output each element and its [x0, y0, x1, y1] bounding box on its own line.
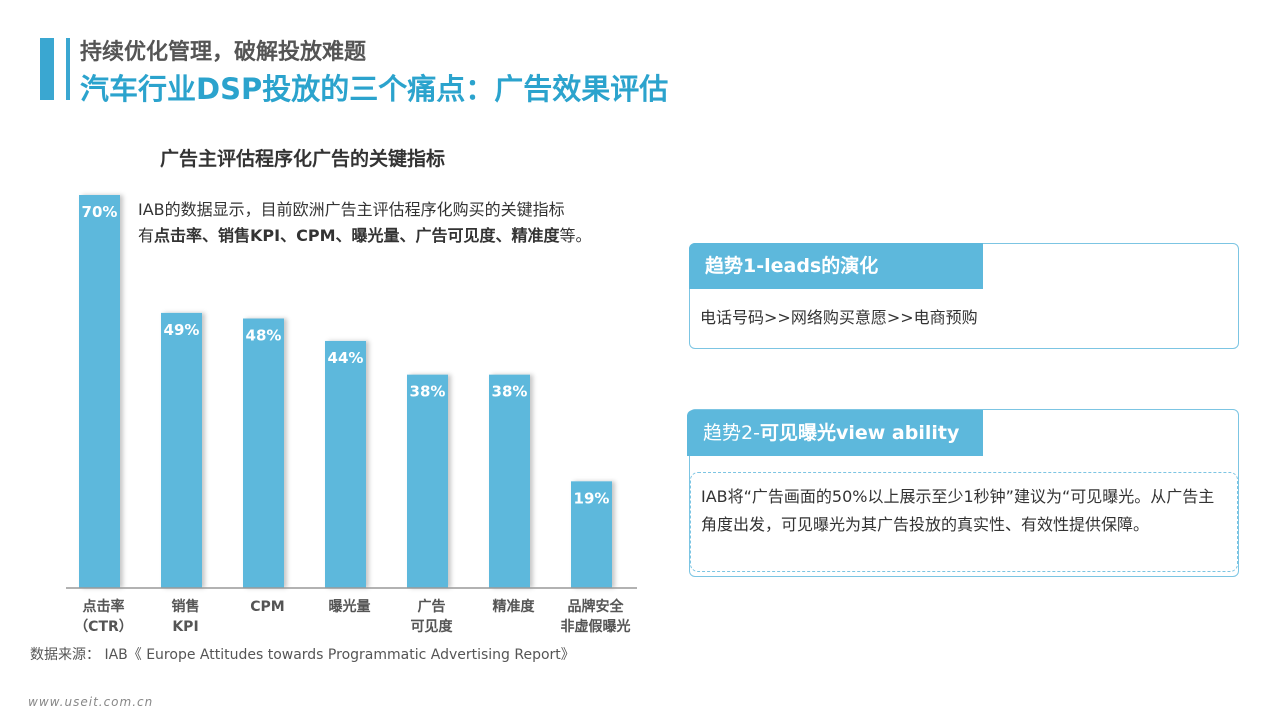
bar: [571, 481, 612, 588]
bar: [161, 312, 202, 588]
trend2-body: IAB将“广告画面的50%以上展示至少1秒钟”建议为“可见曝光。从广告主角度出发…: [690, 472, 1238, 572]
bar: [79, 195, 120, 588]
category-label: 精准度: [493, 598, 536, 615]
bar-value-label: 48%: [246, 327, 282, 345]
trend2-text: IAB将“广告画面的50%以上展示至少1秒钟”建议为“可见曝光。从广告主角度出发…: [701, 487, 1215, 534]
bar: [407, 374, 448, 588]
bar: [489, 374, 530, 588]
category-label: 非虚假曝光: [561, 618, 631, 635]
page-title: 汽车行业DSP投放的三个痛点：广告效果评估: [80, 72, 669, 106]
page-subtitle: 持续优化管理，破解投放难题: [80, 40, 367, 65]
bar: [243, 318, 284, 588]
category-label: 曝光量: [329, 598, 371, 615]
category-label: CPM: [250, 599, 284, 615]
trend1-card: 趋势1-leads的演化 电话号码>>网络购买意愿>>电商预购: [689, 243, 1239, 349]
chart-title: 广告主评估程序化广告的关键指标: [160, 148, 446, 170]
bar: [325, 340, 366, 588]
bar-value-label: 49%: [164, 321, 200, 339]
note-metrics: 点击率、销售KPI、CPM、曝光量、广告可见度、精准度: [154, 226, 560, 245]
category-label: 品牌安全: [568, 598, 625, 615]
trend2-card: 趋势2-可见曝光view ability IAB将“广告画面的50%以上展示至少…: [687, 409, 1239, 577]
title-accent-bar: [40, 38, 54, 100]
category-label: 销售: [172, 598, 200, 615]
bar-value-label: 19%: [574, 489, 610, 507]
trend1-text: 电话号码>>网络购买意愿>>电商预购: [700, 308, 978, 327]
bar-value-label: 70%: [82, 203, 118, 221]
category-label: KPI: [172, 619, 198, 635]
title-accent-line: [66, 38, 70, 100]
bar-value-label: 38%: [492, 383, 528, 401]
bar-value-label: 44%: [328, 349, 364, 367]
iab-note: IAB的数据显示，目前欧洲广告主评估程序化购买的关键指标 有点击率、销售KPI、…: [138, 197, 678, 249]
category-label: 可见度: [411, 618, 454, 635]
data-source: 数据来源： IAB《 Europe Attitudes towards Prog…: [30, 647, 575, 663]
note-line-2: 有点击率、销售KPI、CPM、曝光量、广告可见度、精准度等。: [138, 226, 592, 245]
category-label: （CTR）: [74, 619, 133, 635]
trend1-tab: 趋势1-leads的演化: [689, 243, 983, 289]
trend2-tab: 趋势2-可见曝光view ability: [687, 410, 983, 456]
category-label: 点击率: [83, 598, 125, 615]
note-line-1: IAB的数据显示，目前欧洲广告主评估程序化购买的关键指标: [138, 200, 565, 219]
category-label: 广告: [418, 598, 446, 615]
bar-value-label: 38%: [410, 383, 446, 401]
site-watermark: www.useit.com.cn: [28, 695, 154, 709]
bar-chart: 70% 49% 48% 44% 38% 38% 19% 点击率 （CTR） 销售 KPI CPM 曝光…: [66, 195, 637, 635]
